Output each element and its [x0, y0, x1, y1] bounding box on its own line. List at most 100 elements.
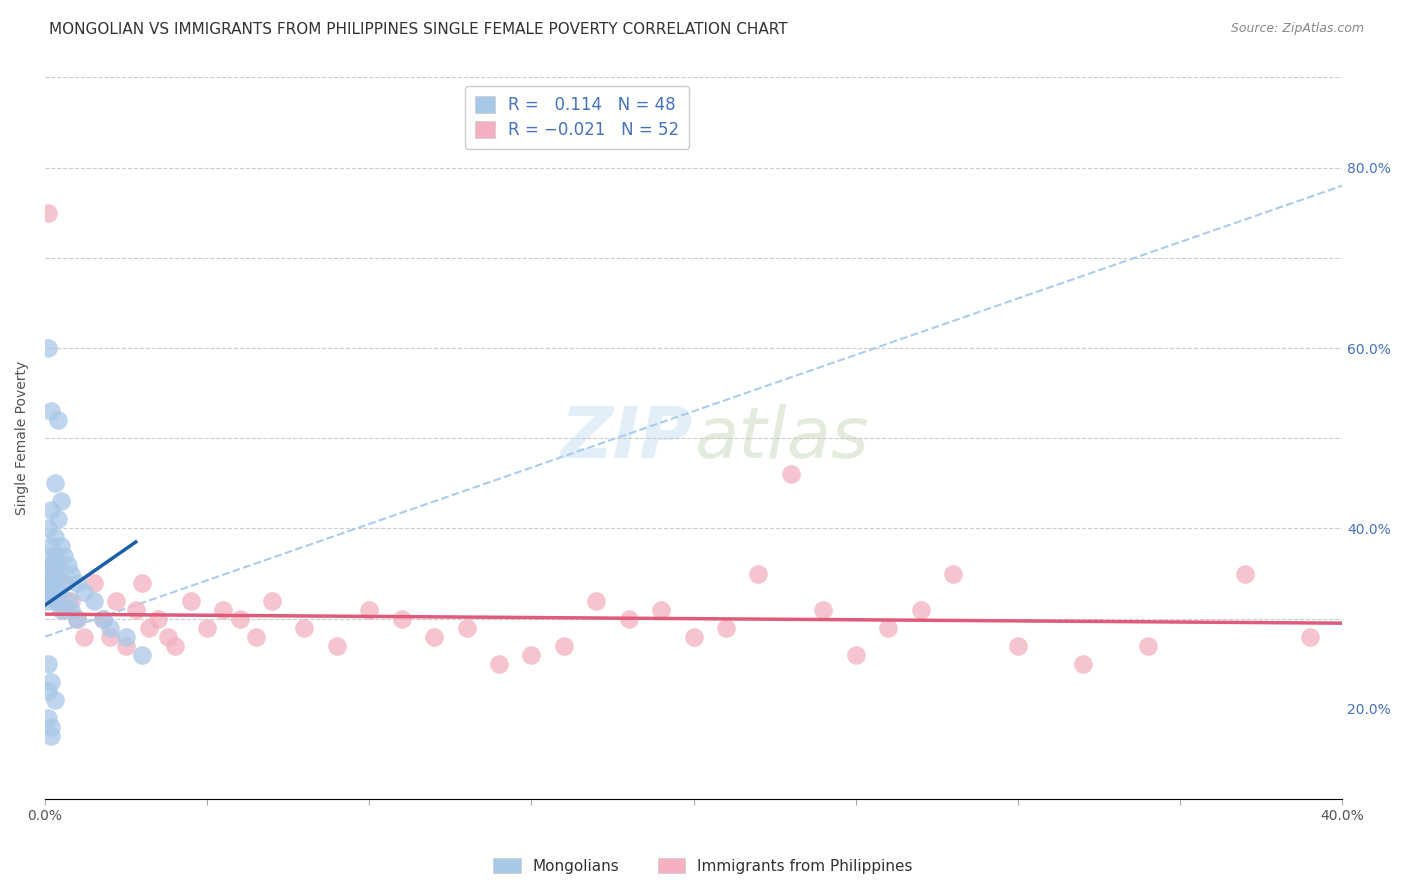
Point	[37, 711, 59, 725]
Text: MONGOLIAN VS IMMIGRANTS FROM PHILIPPINES SINGLE FEMALE POVERTY CORRELATION CHART: MONGOLIAN VS IMMIGRANTS FROM PHILIPPINES…	[49, 22, 787, 37]
Point	[41, 729, 63, 743]
Point	[212, 602, 235, 616]
Point	[41, 404, 63, 418]
Point	[41, 503, 63, 517]
Point	[53, 602, 76, 616]
Point	[59, 566, 82, 581]
Point	[1136, 639, 1159, 653]
Point	[73, 630, 96, 644]
Point	[37, 593, 59, 607]
Point	[37, 566, 59, 581]
Point	[41, 584, 63, 599]
Point	[51, 575, 73, 590]
Point	[456, 621, 478, 635]
Point	[1233, 566, 1256, 581]
Point	[228, 612, 250, 626]
Point	[93, 612, 115, 626]
Point	[37, 584, 59, 599]
Point	[41, 558, 63, 572]
Point	[46, 512, 69, 526]
Point	[46, 558, 69, 572]
Point	[520, 648, 543, 662]
Y-axis label: Single Female Poverty: Single Female Poverty	[15, 361, 30, 516]
Point	[1007, 639, 1029, 653]
Point	[714, 621, 737, 635]
Point	[59, 602, 82, 616]
Point	[46, 413, 69, 427]
Point	[44, 693, 66, 707]
Point	[83, 575, 105, 590]
Point	[813, 602, 835, 616]
Text: atlas: atlas	[693, 404, 869, 473]
Point	[51, 540, 73, 554]
Point	[37, 575, 59, 590]
Point	[245, 630, 267, 644]
Point	[115, 639, 138, 653]
Legend: R =   0.114   N = 48, R = −0.021   N = 52: R = 0.114 N = 48, R = −0.021 N = 52	[464, 86, 689, 149]
Point	[747, 566, 769, 581]
Point	[682, 630, 704, 644]
Point	[163, 639, 186, 653]
Point	[115, 630, 138, 644]
Point	[83, 593, 105, 607]
Point	[44, 566, 66, 581]
Point	[488, 657, 510, 671]
Point	[51, 602, 73, 616]
Point	[37, 549, 59, 563]
Point	[942, 566, 965, 581]
Point	[37, 657, 59, 671]
Point	[294, 621, 316, 635]
Point	[1071, 657, 1094, 671]
Point	[44, 593, 66, 607]
Point	[44, 476, 66, 491]
Point	[105, 593, 128, 607]
Point	[56, 558, 79, 572]
Point	[41, 575, 63, 590]
Point	[53, 575, 76, 590]
Point	[44, 549, 66, 563]
Point	[910, 602, 932, 616]
Point	[46, 584, 69, 599]
Point	[617, 612, 640, 626]
Point	[66, 612, 89, 626]
Point	[148, 612, 170, 626]
Point	[98, 621, 121, 635]
Point	[41, 674, 63, 689]
Point	[180, 593, 202, 607]
Point	[59, 593, 82, 607]
Point	[44, 575, 66, 590]
Legend: Mongolians, Immigrants from Philippines: Mongolians, Immigrants from Philippines	[486, 852, 920, 880]
Point	[56, 593, 79, 607]
Point	[260, 593, 283, 607]
Point	[359, 602, 381, 616]
Text: ZIP: ZIP	[561, 404, 693, 473]
Point	[326, 639, 349, 653]
Point	[93, 612, 115, 626]
Point	[44, 566, 66, 581]
Point	[585, 593, 607, 607]
Point	[37, 683, 59, 698]
Point	[877, 621, 900, 635]
Point	[46, 593, 69, 607]
Text: Source: ZipAtlas.com: Source: ZipAtlas.com	[1230, 22, 1364, 36]
Point	[41, 540, 63, 554]
Point	[1299, 630, 1322, 644]
Point	[138, 621, 160, 635]
Point	[73, 584, 96, 599]
Point	[157, 630, 180, 644]
Point	[41, 566, 63, 581]
Point	[37, 206, 59, 220]
Point	[195, 621, 218, 635]
Point	[53, 549, 76, 563]
Point	[37, 341, 59, 355]
Point	[51, 494, 73, 508]
Point	[98, 630, 121, 644]
Point	[37, 521, 59, 535]
Point	[845, 648, 868, 662]
Point	[131, 648, 153, 662]
Point	[66, 612, 89, 626]
Point	[44, 531, 66, 545]
Point	[423, 630, 446, 644]
Point	[391, 612, 413, 626]
Point	[650, 602, 672, 616]
